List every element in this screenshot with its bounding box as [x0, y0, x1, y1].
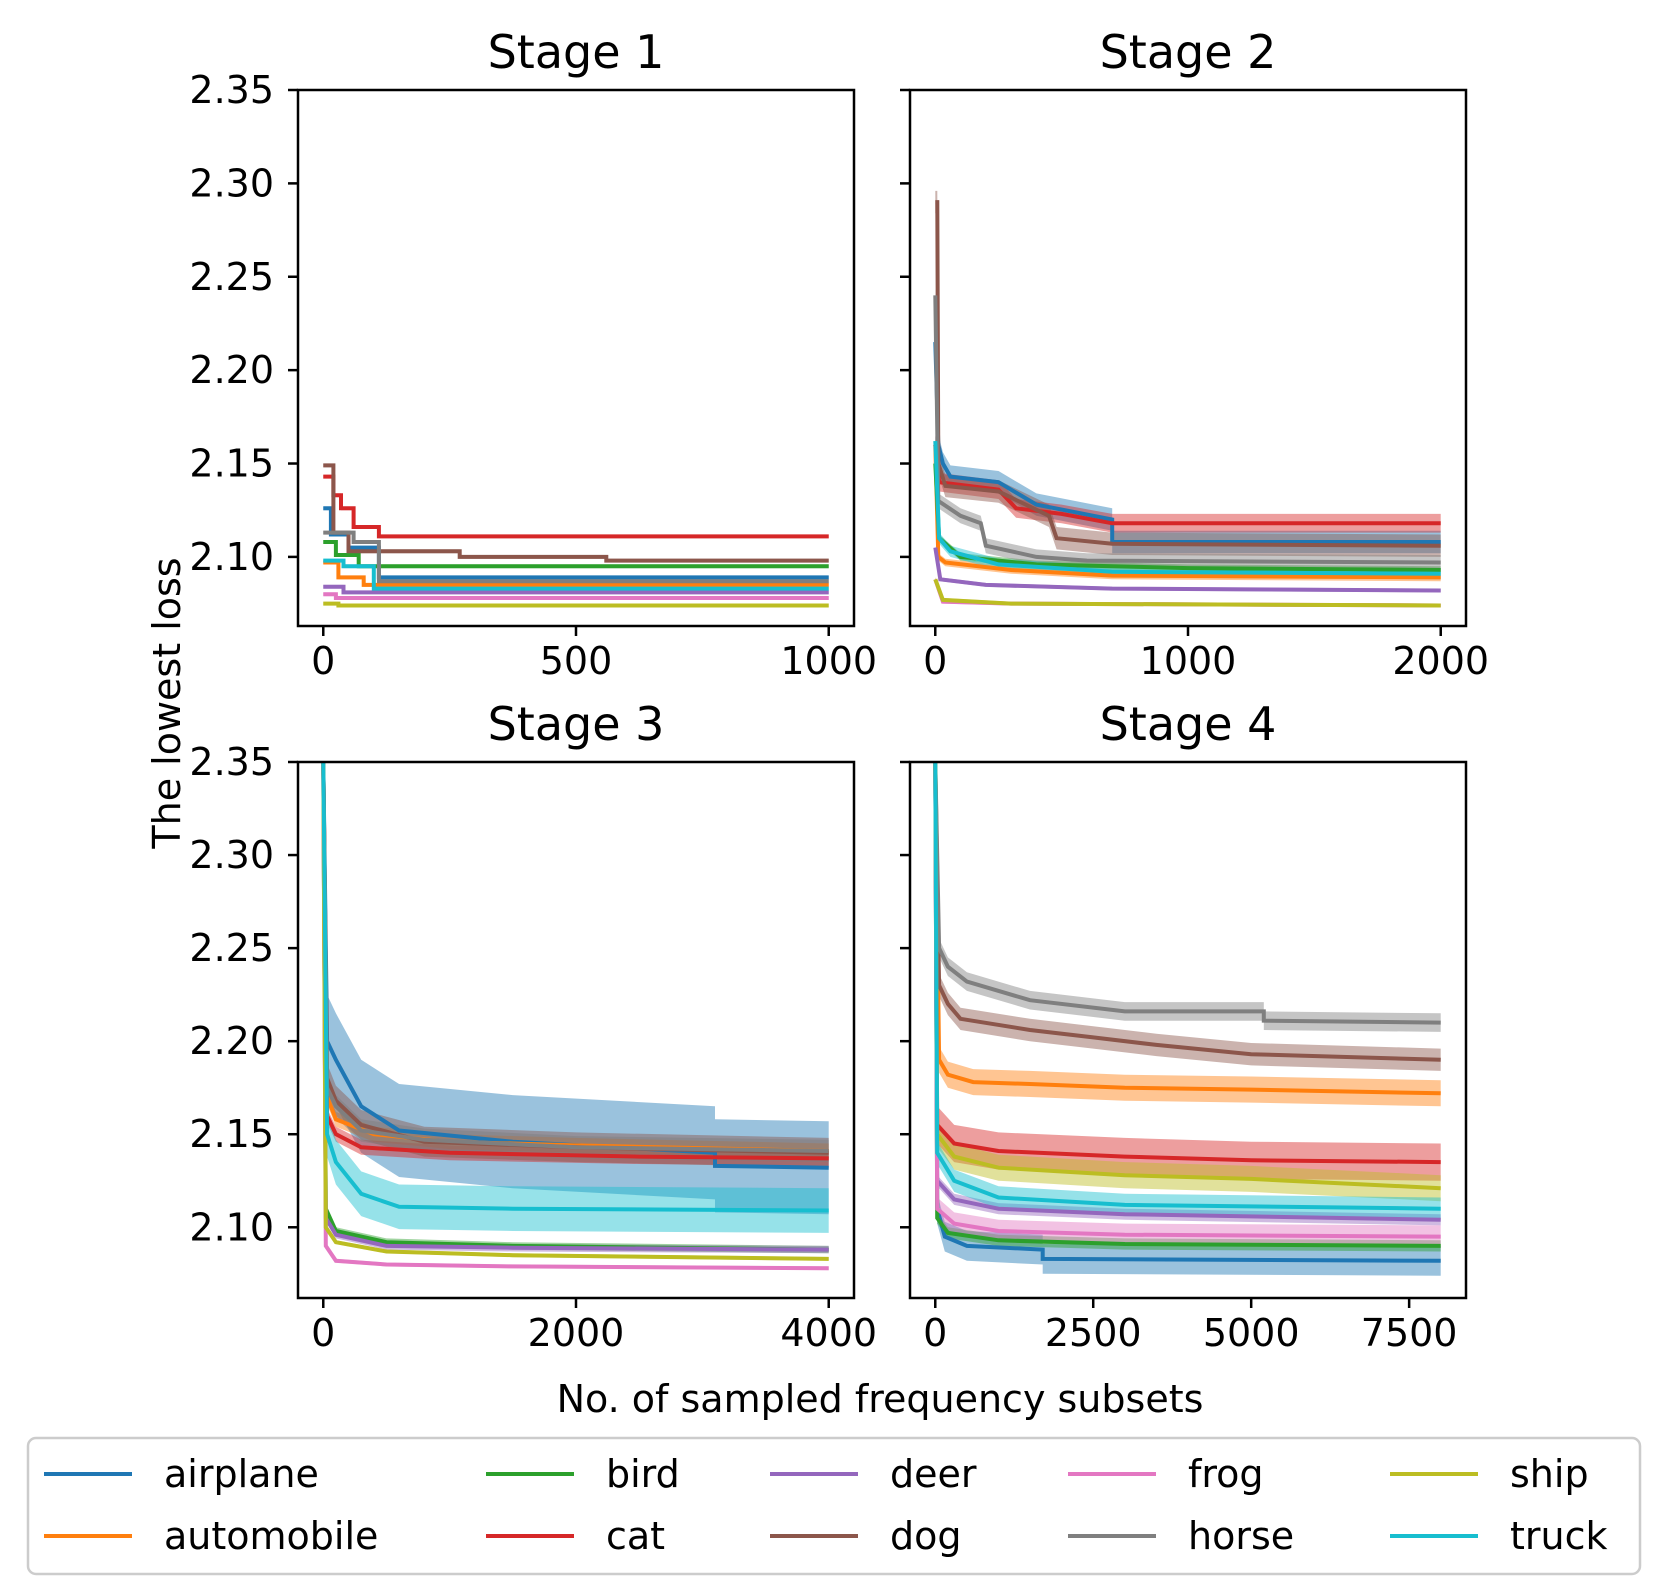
line-dog: [935, 200, 1441, 548]
legend-frame: [26, 1436, 1642, 1576]
legend-label: bird: [606, 1452, 680, 1496]
y-tick-label: 2.20: [189, 348, 274, 392]
x-tick-label: 1000: [780, 639, 877, 683]
legend: airplane automobile bird cat deer dog frog hors…: [26, 1436, 1642, 1576]
x-tick-label: 1000: [1140, 639, 1237, 683]
y-tick-label: 2.20: [189, 1019, 274, 1063]
subplot-title: Stage 2: [1100, 25, 1277, 79]
band-truck: [935, 435, 1441, 580]
x-tick-label: 7500: [1361, 1311, 1458, 1355]
band-airplane: [935, 330, 1441, 554]
y-tick-label: 2.35: [189, 740, 274, 784]
line-truck: [321, 762, 829, 1213]
legend-item-cat: cat: [486, 1514, 665, 1558]
line-truck: [933, 762, 1441, 1211]
x-tick-label: 2000: [1392, 639, 1489, 683]
legend-label: horse: [1188, 1514, 1294, 1558]
subplot-title: Stage 1: [488, 25, 665, 79]
x-tick-label: 500: [540, 639, 613, 683]
line-truck: [323, 558, 829, 591]
band-ship: [935, 762, 1441, 1202]
subplots: Stage 10 500 10002.102.152.202.252.302.35S…: [189, 25, 1489, 1355]
band-automobile: [935, 762, 1441, 1107]
line-truck: [933, 441, 1441, 576]
line-deer: [323, 584, 829, 595]
x-tick-label: 0: [311, 1311, 335, 1355]
y-tick-label: 2.35: [189, 68, 274, 112]
legend-label: automobile: [164, 1514, 378, 1558]
legend-label: cat: [606, 1514, 665, 1558]
legend-item-deer: deer: [770, 1452, 977, 1496]
legend-item-horse: horse: [1068, 1514, 1294, 1558]
plot-area: [323, 463, 829, 608]
band-cat: [935, 762, 1441, 1181]
line-ship: [321, 762, 829, 1261]
line-ship: [323, 601, 829, 608]
line-dog: [323, 463, 829, 563]
y-tick-label: 2.25: [189, 255, 274, 299]
y-axis-label: The lowest loss: [145, 557, 189, 849]
x-tick-label: 2000: [528, 1311, 625, 1355]
legend-label: deer: [890, 1452, 977, 1496]
line-airplane: [321, 762, 829, 1170]
subplot-2: Stage 2 0 1000 2000: [900, 25, 1489, 683]
legend-item-truck: truck: [1390, 1514, 1608, 1558]
band-horse: [323, 762, 829, 1163]
x-tick-label: 5000: [1203, 1311, 1300, 1355]
x-tick-label: 4000: [780, 1311, 877, 1355]
line-automobile: [933, 762, 1441, 1096]
plot-area: [933, 762, 1441, 1276]
x-axis-label: No. of sampled frequency subsets: [557, 1377, 1204, 1421]
x-tick-label: 0: [923, 639, 947, 683]
x-tick-label: 0: [923, 1311, 947, 1355]
line-airplane: [933, 342, 1441, 544]
line-dog: [933, 762, 1441, 1062]
subplot-4: Stage 4 0 2500 5000 7500: [900, 697, 1468, 1355]
legend-label: frog: [1188, 1452, 1264, 1496]
line-horse: [323, 530, 829, 584]
y-tick-label: 2.15: [189, 442, 274, 486]
band-airplane: [323, 762, 829, 1215]
legend-item-dog: dog: [770, 1514, 962, 1558]
legend-item-airplane: airplane: [44, 1452, 319, 1496]
y-tick-label: 2.10: [189, 1205, 274, 1249]
line-horse: [933, 295, 1441, 565]
y-tick-label: 2.30: [189, 833, 274, 877]
line-ship: [933, 578, 1441, 608]
line-horse: [933, 762, 1441, 1025]
line-bird: [323, 540, 829, 569]
subplot-1: Stage 1 0 500 1000 2.10 2.15 2.20 2.25 2.30 2.35: [189, 25, 877, 683]
y-tick-label: 2.10: [189, 535, 274, 579]
x-tick-label: 2500: [1045, 1311, 1142, 1355]
subplot-title: Stage 4: [1100, 697, 1277, 751]
legend-label: ship: [1510, 1452, 1589, 1496]
legend-label: truck: [1510, 1514, 1608, 1558]
subplot-3: Stage 3 0 2000 4000 2.10 2.15 2.20 2.25 2.30 2.35: [189, 697, 877, 1355]
legend-item-ship: ship: [1390, 1452, 1589, 1496]
x-tick-label: 0: [311, 639, 335, 683]
legend-label: airplane: [164, 1452, 319, 1496]
legend-item-frog: frog: [1068, 1452, 1264, 1496]
plot-area: [933, 190, 1441, 608]
band-truck: [323, 762, 829, 1233]
subplot-title: Stage 3: [488, 697, 665, 751]
line-deer: [933, 547, 1441, 593]
line-frog: [323, 592, 829, 600]
legend-item-bird: bird: [486, 1452, 680, 1496]
axes-frame: [908, 760, 1468, 1300]
y-tick-label: 2.15: [189, 1112, 274, 1156]
y-tick-label: 2.25: [189, 926, 274, 970]
plot-area: [321, 762, 829, 1271]
legend-label: dog: [890, 1514, 962, 1558]
y-tick-label: 2.30: [189, 161, 274, 205]
legend-item-automobile: automobile: [44, 1514, 378, 1558]
